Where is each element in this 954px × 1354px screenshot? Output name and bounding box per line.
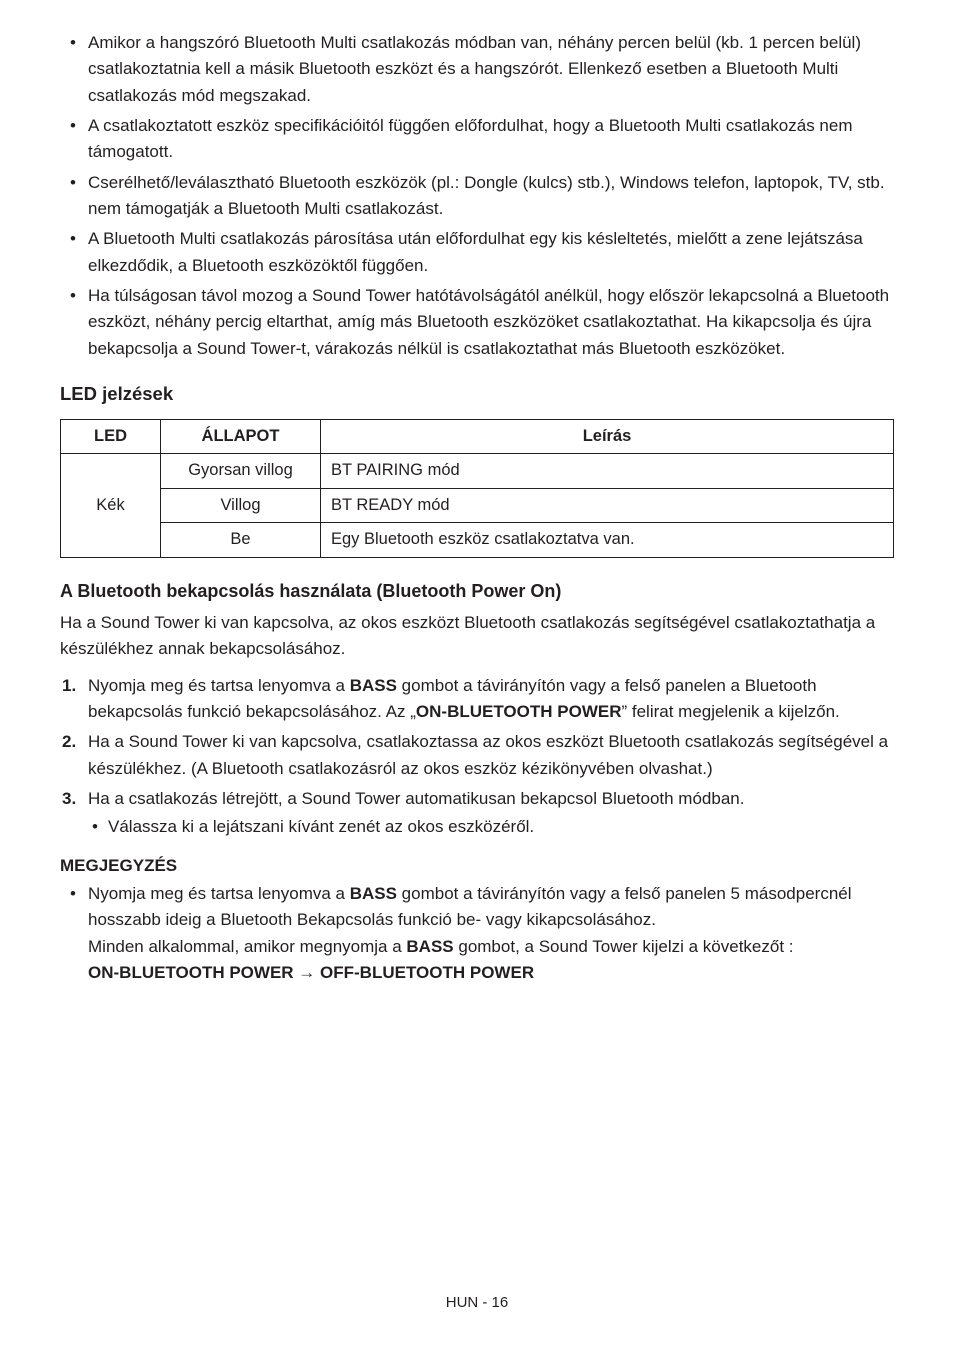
note-heading: MEGJEGYZÉS: [60, 853, 894, 879]
bt-power-steps: Nyomja meg és tartsa lenyomva a BASS gom…: [60, 673, 894, 841]
led-section-heading: LED jelzések: [60, 380, 894, 409]
list-item: Amikor a hangszóró Bluetooth Multi csatl…: [88, 30, 894, 109]
td-desc: Egy Bluetooth eszköz csatlakoztatva van.: [321, 523, 894, 558]
text: Minden alkalommal, amikor megnyomja a: [88, 937, 406, 956]
toggle-on-label: ON-BLUETOOTH POWER: [88, 963, 294, 982]
led-table: LED ÁLLAPOT Leírás Kék Gyorsan villog BT…: [60, 419, 894, 558]
list-item: A Bluetooth Multi csatlakozás párosítása…: [88, 226, 894, 279]
text: Ha a csatlakozás létrejött, a Sound Towe…: [88, 789, 744, 808]
th-status: ÁLLAPOT: [161, 419, 321, 454]
list-item: A csatlakoztatott eszköz specifikációitó…: [88, 113, 894, 166]
step-2: Ha a Sound Tower ki van kapcsolva, csatl…: [88, 729, 894, 782]
bass-label: BASS: [406, 937, 453, 956]
note-bullet-list: Nyomja meg és tartsa lenyomva a BASS gom…: [60, 881, 894, 986]
td-status: Gyorsan villog: [161, 454, 321, 489]
bass-label: BASS: [350, 676, 397, 695]
td-status: Villog: [161, 488, 321, 523]
bt-power-intro: Ha a Sound Tower ki van kapcsolva, az ok…: [60, 610, 894, 663]
table-row: Villog BT READY mód: [61, 488, 894, 523]
table-row: Be Egy Bluetooth eszköz csatlakoztatva v…: [61, 523, 894, 558]
list-item: Cserélhető/leválasztható Bluetooth eszkö…: [88, 170, 894, 223]
arrow-icon: →: [294, 963, 320, 982]
bt-power-heading: A Bluetooth bekapcsolás használata (Blue…: [60, 578, 894, 606]
on-bt-power-label: ON-BLUETOOTH POWER: [416, 702, 622, 721]
td-led: Kék: [61, 454, 161, 558]
step-1: Nyomja meg és tartsa lenyomva a BASS gom…: [88, 673, 894, 726]
toggle-off-label: OFF-BLUETOOTH POWER: [320, 963, 534, 982]
list-item: Ha túlságosan távol mozog a Sound Tower …: [88, 283, 894, 362]
th-desc: Leírás: [321, 419, 894, 454]
step-3-sublist: Válassza ki a lejátszani kívánt zenét az…: [88, 814, 894, 840]
td-desc: BT READY mód: [321, 488, 894, 523]
td-status: Be: [161, 523, 321, 558]
text: Nyomja meg és tartsa lenyomva a: [88, 884, 350, 903]
bass-label: BASS: [350, 884, 397, 903]
table-row: Kék Gyorsan villog BT PAIRING mód: [61, 454, 894, 489]
top-bullet-list: Amikor a hangszóró Bluetooth Multi csatl…: [60, 30, 894, 362]
th-led: LED: [61, 419, 161, 454]
table-header-row: LED ÁLLAPOT Leírás: [61, 419, 894, 454]
td-desc: BT PAIRING mód: [321, 454, 894, 489]
list-item: Válassza ki a lejátszani kívánt zenét az…: [108, 814, 894, 840]
step-3: Ha a csatlakozás létrejött, a Sound Towe…: [88, 786, 894, 841]
page-footer: HUN - 16: [0, 1291, 954, 1314]
list-item: Nyomja meg és tartsa lenyomva a BASS gom…: [88, 881, 894, 986]
text: ” felirat megjelenik a kijelzőn.: [622, 702, 840, 721]
text: Nyomja meg és tartsa lenyomva a: [88, 676, 350, 695]
text: gombot, a Sound Tower kijelzi a következ…: [454, 937, 794, 956]
